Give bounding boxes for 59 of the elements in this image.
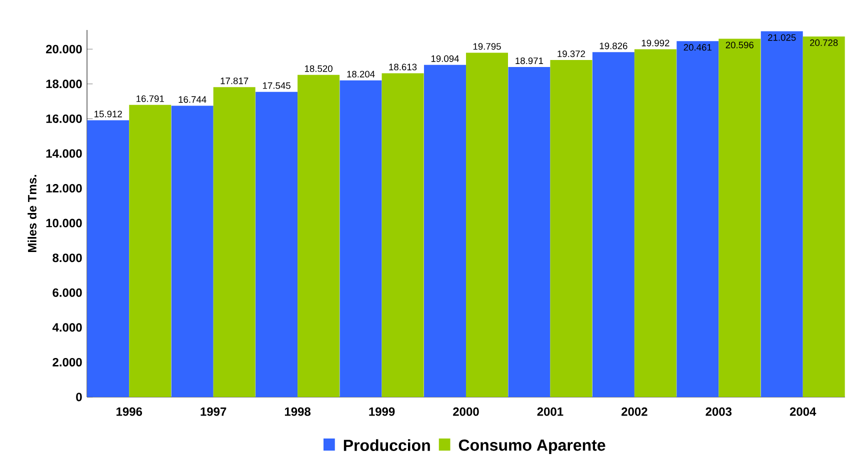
x-tick-label: 1999 [369,407,395,416]
data-label: 18.204 [347,70,375,78]
data-label: 19.992 [642,40,670,46]
x-tick-label: 2003 [706,407,732,416]
data-label: 20.728 [810,39,838,46]
data-label: 19.826 [600,42,628,50]
y-tick-label: 12.000 [46,184,82,193]
bar [87,120,130,397]
legend-label: Produccion [344,439,430,452]
bar [382,73,424,397]
bar [424,64,466,397]
y-tick-label: 16.000 [46,114,82,123]
bar [340,80,382,397]
x-tick-label: 1997 [200,407,226,416]
x-tick-label: 2002 [622,407,648,416]
data-label: 15.912 [94,110,122,118]
data-label: 17.545 [262,82,290,89]
bar [171,106,214,397]
x-tick-label: 1998 [284,407,311,416]
data-label: 18.971 [516,57,544,64]
bar [802,36,845,397]
data-label: 21.025 [768,34,796,41]
legend-label: Consumo Aparente [458,440,606,454]
y-tick-label: 10.000 [46,218,82,228]
x-tick-label: 1996 [116,407,142,416]
y-tick-label: 20.000 [46,44,82,54]
y-tick-label: 2.000 [52,358,82,366]
bar [213,87,256,397]
data-label: 19.372 [558,50,586,58]
bar [256,92,298,397]
bar [466,52,508,397]
data-label: 17.817 [220,78,248,84]
bar [676,41,719,397]
bar [298,74,340,397]
y-tick-label: 18.000 [46,80,82,88]
bar [760,31,803,397]
bar [508,67,550,397]
y-tick-label: 0 [76,392,82,402]
x-tick-label: 2000 [453,407,479,416]
y-tick-label: 6.000 [52,288,82,297]
y-tick-label: 4.000 [52,323,82,332]
bar [550,60,592,397]
y-tick-label: 8.000 [52,254,82,262]
bar [592,52,634,397]
y-tick-label: 14.000 [46,149,82,158]
x-tick-label: 2001 [537,407,564,416]
bar [718,38,761,397]
x-tick-label: 2004 [790,407,816,416]
y-axis-title: Miles de Tms. [28,174,36,252]
data-label: 16.744 [178,96,206,103]
bar [634,49,676,397]
data-label: 18.520 [304,65,332,72]
data-label: 20.461 [684,44,712,51]
data-label: 16.791 [136,95,164,102]
data-label: 18.613 [389,64,417,70]
data-label: 19.094 [431,55,459,62]
data-label: 19.795 [473,43,501,50]
data-label: 20.596 [726,42,754,48]
bar [129,104,172,397]
